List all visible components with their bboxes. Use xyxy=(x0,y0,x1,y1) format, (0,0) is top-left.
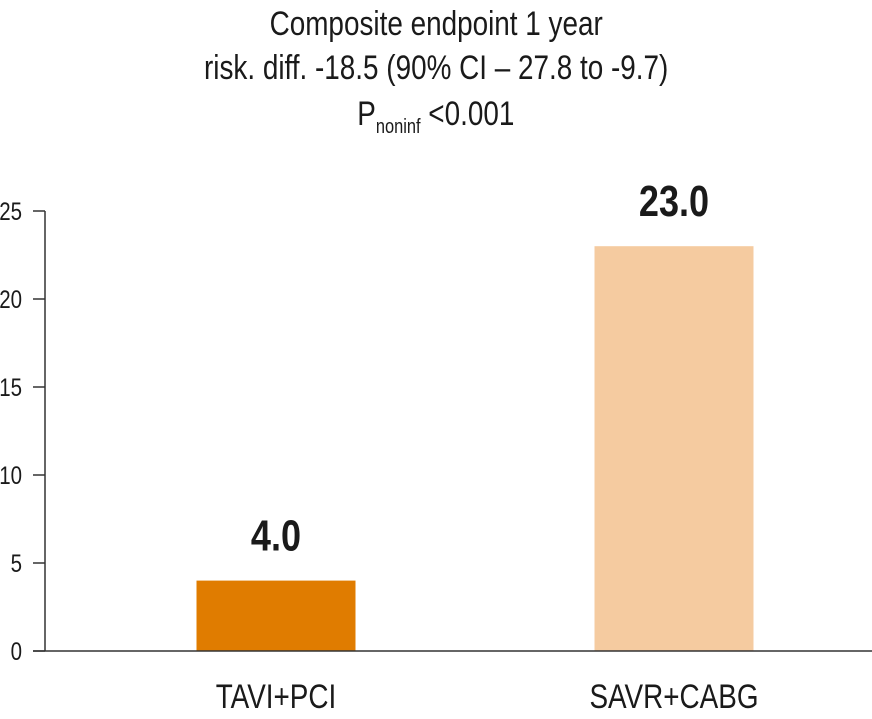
y-tick-label: 5 xyxy=(11,549,22,577)
bar-tavi-pci xyxy=(196,580,356,651)
p-value: Pnoninf <0.001 xyxy=(357,95,515,138)
chart-title-line-1: Composite endpoint 1 year xyxy=(269,5,603,43)
y-tick-label: 10 xyxy=(0,461,22,489)
y-tick-label: 15 xyxy=(0,373,22,401)
x-tick-label: TAVI+PCI xyxy=(216,677,337,715)
data-label: 4.0 xyxy=(251,511,301,560)
y-tick-label: 25 xyxy=(0,197,22,225)
y-tick-label: 20 xyxy=(0,285,22,313)
y-tick-label: 0 xyxy=(11,637,22,665)
x-tick-label: SAVR+CABG xyxy=(589,677,758,715)
chart-title-line-2: risk. diff. -18.5 (90% CI – 27.8 to -9.7… xyxy=(203,49,669,87)
data-label: 23.0 xyxy=(639,177,709,226)
bar-savr-cabg xyxy=(594,246,754,651)
